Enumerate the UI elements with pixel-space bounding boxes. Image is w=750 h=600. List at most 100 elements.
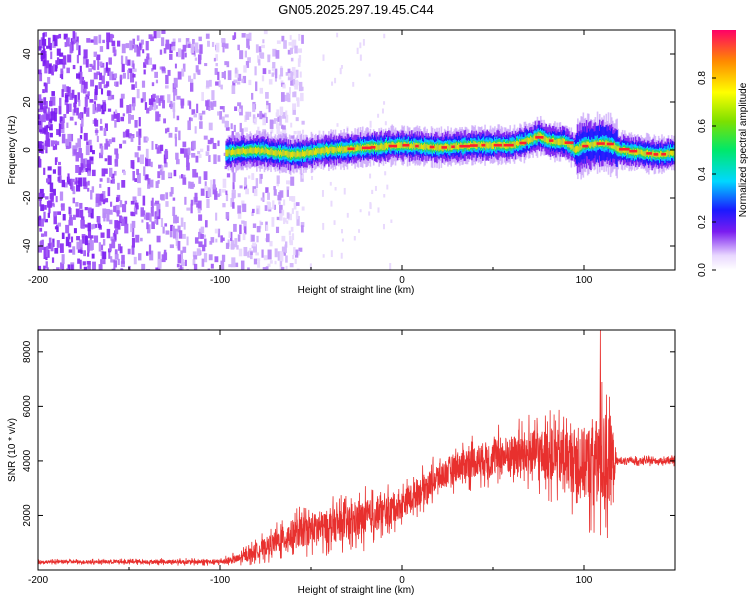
spectrogram-noise-cell (148, 244, 152, 255)
spectrogram-ridge-yellow (670, 149, 673, 156)
spectrogram-noise-cell (139, 43, 142, 51)
spectrogram-ridge-yellow (489, 141, 492, 148)
spectrogram-ridge-yellow (640, 149, 643, 155)
spectrogram-ridge-yellow (237, 148, 240, 155)
spectrogram-noise-cell (87, 268, 90, 270)
spectrogram-noise-cell (110, 256, 113, 263)
spectrogram-noise-cell (356, 47, 359, 54)
spectrogram-noise-cell (199, 121, 203, 129)
spectrogram-noise-cell (115, 153, 119, 159)
spectrogram-noise-cell (99, 118, 103, 124)
spectrogram-noise-cell (277, 123, 280, 128)
spectrogram-ridge-yellow (604, 141, 606, 147)
spectrogram-noise-cell (220, 84, 223, 90)
spectrogram-noise-cell (210, 263, 214, 269)
spectrogram-ridge-peak (646, 152, 652, 155)
spectrogram-noise-cell (132, 68, 137, 72)
spectrogram-ridge-yellow (382, 144, 385, 151)
spectrogram-noise-cell (247, 251, 251, 258)
spectrogram-noise-cell (164, 148, 168, 159)
spectrogram-noise-cell (251, 208, 255, 213)
spectrogram-noise-cell (84, 158, 88, 165)
spectrogram-ridge-yellow (358, 146, 361, 151)
spectrogram-noise-cell (66, 104, 69, 114)
spectrogram-ridge-yellow (532, 137, 534, 143)
spectrogram-noise-cell (130, 200, 135, 205)
spectrogram-ridge-yellow (325, 146, 328, 153)
spectrogram-ridge-yellow (355, 146, 358, 152)
spectrogram-noise-cell (65, 138, 70, 146)
spectrogram-noise-cell (131, 84, 135, 90)
spectrogram-noise-cell (109, 33, 113, 43)
spectrogram-noise-cell (47, 37, 51, 46)
spectrogram-noise-cell (267, 263, 271, 267)
spectrogram-ridge-yellow (485, 142, 487, 150)
spectrogram-noise-cell (292, 39, 297, 48)
spectrogram-noise-cell (173, 91, 176, 102)
spectrogram-noise-cell (65, 224, 70, 234)
spectrogram-noise-cell (205, 33, 210, 39)
spectrogram-noise-cell (115, 204, 120, 214)
spectrogram-ridge-yellow (590, 142, 592, 149)
spectrogram-noise-cell (131, 97, 136, 107)
spectrogram-noise-cell (78, 147, 82, 158)
spectrogram-noise-cell (93, 51, 98, 57)
spectrogram-noise-cell (295, 202, 300, 206)
spectrogram-noise-cell (131, 220, 136, 228)
spectrogram-ridge-yellow (486, 141, 489, 148)
spectrogram-noise-cell (180, 148, 184, 154)
spectrogram-noise-cell (147, 184, 151, 189)
spectrogram-noise-cell (187, 147, 191, 156)
spectrogram-ridge-yellow (331, 146, 333, 153)
spectrogram-ridge-yellow (241, 147, 244, 155)
spectrogram-noise-cell (144, 102, 148, 110)
spectrogram-noise-cell (186, 269, 189, 270)
spectrogram-ridge-peak (564, 141, 574, 144)
spectrogram-noise-cell (103, 101, 106, 111)
spectrogram-noise-cell (140, 39, 144, 45)
spectrogram-noise-cell (143, 136, 148, 143)
spectrogram-ridge-yellow (360, 146, 363, 152)
spectrogram-noise-cell (298, 33, 301, 41)
spectrogram-ridge-yellow (225, 149, 228, 157)
spectrogram-noise-cell (239, 185, 243, 189)
spectrogram-noise-cell (301, 206, 305, 211)
spectrogram-ridge-yellow (359, 144, 362, 150)
spectrogram-noise-cell (83, 81, 88, 89)
spectrogram-noise-cell (95, 193, 100, 203)
spectrogram-ridge-yellow (524, 138, 527, 144)
spectrogram-noise-cell (49, 97, 53, 102)
spectrogram-noise-cell (244, 127, 248, 132)
spectrogram-noise-cell (157, 209, 161, 220)
spectrogram-noise-cell (96, 135, 99, 143)
spectrogram-ridge-yellow (308, 150, 311, 156)
spectrogram-x-ticks: -200 -100 0 100 (28, 30, 676, 286)
spectrogram-noise-cell (233, 32, 237, 39)
spectrogram-ridge-yellow (658, 153, 661, 158)
spectrogram-noise-cell (117, 182, 120, 190)
spectrogram-noise-cell (76, 54, 79, 64)
spectrogram-noise-cell (39, 72, 43, 82)
spectrogram-noise-cell (82, 261, 86, 266)
spectrogram-noise-cell (148, 98, 152, 106)
spectrogram-noise-cell (292, 91, 297, 98)
spectrogram-noise-cell (169, 53, 173, 60)
spectrogram-noise-cell (100, 244, 104, 251)
spectrogram-noise-cell (384, 171, 387, 176)
spectrogram-ridge-yellow (298, 152, 301, 157)
spectrogram-noise-cell (219, 111, 223, 120)
spectrogram-noise-cell (175, 216, 179, 223)
spectrogram-noise-cell (81, 168, 85, 172)
spectrogram-noise-cell (251, 173, 255, 180)
spectrogram-noise-cell (252, 223, 257, 228)
spectrogram-ridge-yellow (594, 140, 597, 147)
spectrogram-noise-cell (86, 159, 91, 169)
spectrogram-ridge-yellow (487, 143, 490, 149)
spectrogram-noise-cell (123, 216, 128, 226)
spectrogram-ridge-yellow (397, 141, 400, 149)
spectrogram-noise-cell (145, 137, 149, 141)
spectrogram-noise-cell (111, 268, 115, 270)
spectrogram-noise-cell (263, 255, 268, 261)
spectrogram-ridge-yellow (515, 140, 518, 146)
spectrogram-noise-cell (71, 178, 75, 182)
